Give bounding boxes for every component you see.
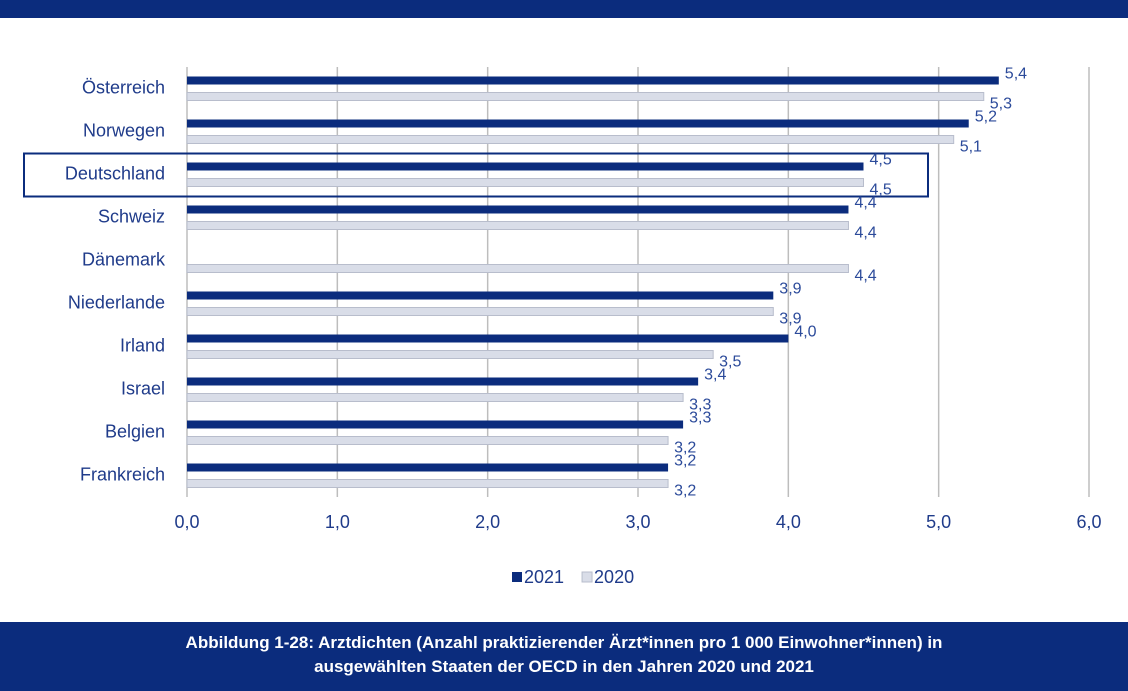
- value-label: 4,5: [870, 182, 892, 199]
- bar: [187, 420, 684, 429]
- bar: [186, 393, 684, 402]
- bar: [186, 264, 849, 273]
- value-label: 4,4: [854, 225, 876, 242]
- bar: [187, 205, 849, 214]
- value-label: 5,1: [960, 139, 982, 156]
- bar: [186, 178, 864, 187]
- legend-label: 2021: [524, 567, 564, 587]
- value-label: 4,4: [854, 195, 876, 212]
- legend-swatch: [512, 572, 522, 582]
- chart: 0,0 1,0 2,0 3,0 4,0 5,0 6,0 Österreich 5,4 5,3 Nor…: [0, 0, 1128, 587]
- value-label: 3,3: [689, 397, 711, 414]
- legend-label: 2020: [594, 567, 634, 587]
- value-label: 3,9: [779, 281, 801, 298]
- value-label: 3,4: [704, 367, 726, 384]
- bar: [186, 135, 955, 144]
- highlight-box: [23, 152, 929, 198]
- top-band: [0, 0, 1128, 18]
- y-tick-label: Israel: [121, 378, 165, 398]
- x-tick-label: 3,0: [625, 512, 650, 532]
- y-tick-label: Dänemark: [82, 249, 166, 269]
- bar: [186, 350, 714, 359]
- value-label: 3,2: [674, 453, 696, 470]
- value-label: 3,2: [674, 440, 696, 457]
- y-tick-label: Deutschland: [65, 163, 165, 183]
- x-tick-label: 1,0: [325, 512, 350, 532]
- y-tick-label: Österreich: [82, 77, 165, 97]
- bar: [187, 377, 699, 386]
- bar: [187, 334, 789, 343]
- bar: [186, 221, 849, 230]
- value-label: 5,4: [1005, 66, 1027, 83]
- value-label: 4,0: [794, 324, 816, 341]
- bar: [187, 162, 864, 171]
- value-label: 5,3: [990, 96, 1012, 113]
- y-tick-label: Norwegen: [83, 120, 165, 140]
- bar: [186, 479, 669, 488]
- x-tick-label: 4,0: [776, 512, 801, 532]
- bar: [186, 307, 774, 316]
- x-tick-label: 2,0: [475, 512, 500, 532]
- value-label: 5,2: [975, 109, 997, 126]
- bar: [187, 76, 999, 85]
- y-tick-label: Irland: [120, 335, 165, 355]
- value-label: 3,3: [689, 410, 711, 427]
- x-tick-label: 5,0: [926, 512, 951, 532]
- bar: [187, 119, 969, 128]
- x-tick-label: 6,0: [1076, 512, 1101, 532]
- value-label: 4,5: [870, 152, 892, 169]
- y-tick-label: Niederlande: [68, 292, 165, 312]
- y-tick-label: Schweiz: [98, 206, 165, 226]
- value-label: 3,9: [779, 311, 801, 328]
- bar: [187, 463, 669, 472]
- value-label: 3,2: [674, 483, 696, 500]
- bar: [186, 92, 985, 101]
- value-label: 3,5: [719, 354, 741, 371]
- bar: [186, 436, 669, 445]
- x-tick-label: 0,0: [174, 512, 199, 532]
- legend-swatch: [581, 571, 593, 583]
- value-label: 4,4: [854, 268, 876, 285]
- bar: [187, 291, 774, 300]
- y-tick-label: Belgien: [105, 421, 165, 441]
- y-tick-label: Frankreich: [80, 464, 165, 484]
- caption: Abbildung 1-28: Arztdichten (Anzahl prak…: [0, 622, 1128, 691]
